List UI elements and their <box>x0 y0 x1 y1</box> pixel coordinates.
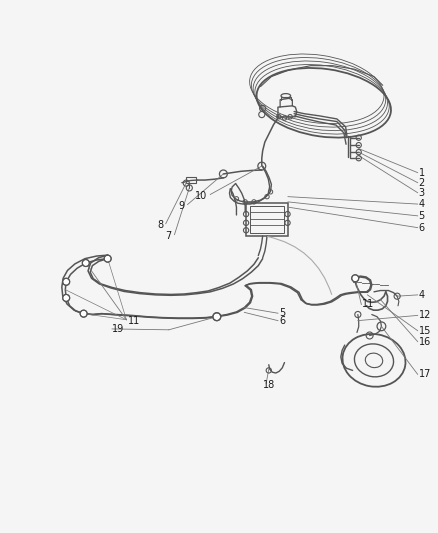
Circle shape <box>63 278 70 285</box>
Circle shape <box>82 260 89 266</box>
Text: 8: 8 <box>157 220 163 230</box>
Text: 10: 10 <box>195 191 208 201</box>
Circle shape <box>63 294 70 302</box>
Text: 6: 6 <box>279 316 286 326</box>
Text: 7: 7 <box>166 231 172 241</box>
Text: 6: 6 <box>419 223 425 232</box>
Text: 15: 15 <box>419 326 431 336</box>
Text: 18: 18 <box>263 380 275 390</box>
Text: 11: 11 <box>362 300 374 310</box>
Circle shape <box>104 255 111 262</box>
Circle shape <box>80 310 87 317</box>
Text: 12: 12 <box>419 310 431 320</box>
Text: 5: 5 <box>279 308 286 318</box>
Text: 4: 4 <box>419 199 425 209</box>
Bar <box>250 206 284 233</box>
Text: 2: 2 <box>419 177 425 188</box>
Bar <box>246 203 288 236</box>
Text: 5: 5 <box>419 211 425 221</box>
Text: 4: 4 <box>419 290 425 300</box>
Text: 1: 1 <box>419 168 425 177</box>
Text: 3: 3 <box>419 188 425 198</box>
Circle shape <box>213 313 221 321</box>
Bar <box>186 176 196 183</box>
Text: 16: 16 <box>419 337 431 346</box>
Circle shape <box>352 275 359 282</box>
Text: 9: 9 <box>179 201 185 211</box>
Text: 19: 19 <box>112 324 124 334</box>
Text: 11: 11 <box>128 316 141 326</box>
Text: 17: 17 <box>419 369 431 379</box>
